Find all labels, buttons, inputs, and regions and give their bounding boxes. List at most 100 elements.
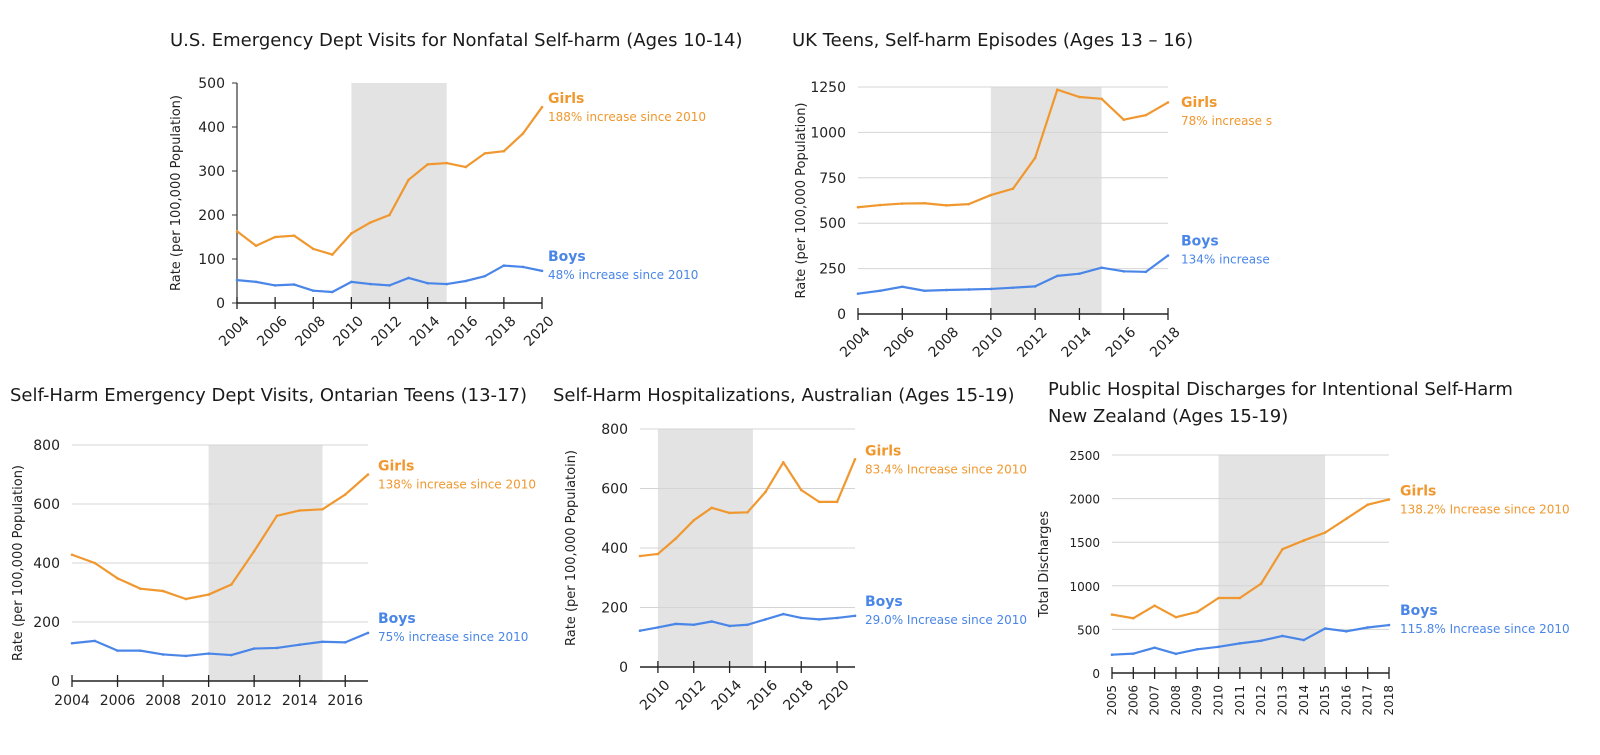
x-tick-label: 2014 xyxy=(1297,685,1311,716)
data-point-girls xyxy=(502,149,506,153)
data-point-boys xyxy=(1281,634,1284,638)
data-point-boys xyxy=(184,654,188,658)
data-point-girls xyxy=(366,473,370,476)
nz-line-chart: 0 500 1000 1500 2000 2500 2005 2006 2007 2008 2009… xyxy=(1037,449,1570,716)
data-point-boys xyxy=(856,292,860,295)
y-tick-label: 1000 xyxy=(1069,580,1100,594)
data-point-girls xyxy=(1110,613,1114,616)
data-point-boys xyxy=(1238,642,1242,645)
data-point-girls xyxy=(817,500,821,504)
data-point-girls xyxy=(692,519,696,522)
x-tick-label: 2006 xyxy=(881,324,918,361)
y-tick-label: 500 xyxy=(198,76,225,92)
chart-title: U.S. Emergency Dept Visits for Nonfatal … xyxy=(170,30,743,51)
series-name-girls: Girls xyxy=(548,91,584,107)
data-point-boys xyxy=(1033,285,1037,288)
y-tick-label: 0 xyxy=(216,296,225,312)
y-tick-label: 0 xyxy=(1092,667,1100,681)
series-annotation-boys: 29.0% Increase since 2010 xyxy=(865,613,1027,627)
x-tick-label: 2005 xyxy=(1105,685,1119,716)
us-chart-panel: U.S. Emergency Dept Visits for Nonfatal … xyxy=(0,0,800,370)
y-axis-label: Rate (per 100,000 Population) xyxy=(169,95,184,291)
series-annotation-boys: 48% increase since 2010 xyxy=(548,268,698,282)
series-annotation-girls: 138% increase since 2010 xyxy=(378,478,536,492)
data-point-boys xyxy=(1100,266,1103,269)
data-point-boys xyxy=(275,646,279,650)
data-point-girls xyxy=(298,509,301,512)
data-point-girls xyxy=(1366,503,1369,507)
uk-chart-panel: UK Teens, Self-harm Episodes (Ages 13 – … xyxy=(785,0,1600,370)
x-tick-label: 2004 xyxy=(216,313,253,350)
x-tick-label: 2011 xyxy=(1233,685,1247,716)
y-tick-label: 250 xyxy=(819,262,846,278)
x-tick-label: 2006 xyxy=(254,313,291,350)
x-tick-label: 2016 xyxy=(1339,685,1353,716)
data-point-girls xyxy=(184,597,188,601)
data-point-girls xyxy=(93,561,97,565)
x-tick-label: 2015 xyxy=(1318,685,1332,716)
data-point-girls xyxy=(464,165,468,169)
series-name-boys: Boys xyxy=(548,249,586,265)
data-point-boys xyxy=(799,616,803,620)
data-point-boys xyxy=(1153,646,1156,650)
y-tick-label: 200 xyxy=(33,615,60,631)
data-point-girls xyxy=(275,514,279,518)
y-tick-label: 2000 xyxy=(1069,493,1100,507)
data-point-girls xyxy=(161,589,165,593)
x-tick-label: 2014 xyxy=(407,313,444,350)
chart-title: UK Teens, Self-harm Episodes (Ages 13 – … xyxy=(792,30,1194,51)
data-point-girls xyxy=(445,161,448,165)
chart-title: Self-Harm Hospitalizations, Australian (… xyxy=(553,385,1015,406)
data-point-girls xyxy=(1100,97,1103,101)
data-point-girls xyxy=(1195,610,1199,614)
data-point-girls xyxy=(782,461,785,464)
x-tick-label: 2016 xyxy=(1103,324,1140,361)
highlight-band xyxy=(1218,455,1326,673)
data-point-girls xyxy=(70,553,74,557)
data-point-girls xyxy=(638,554,642,558)
data-point-girls xyxy=(674,537,678,540)
x-tick-label: 2018 xyxy=(1382,685,1396,716)
data-point-girls xyxy=(835,500,839,504)
x-tick-label: 2010 xyxy=(637,677,674,714)
series-line-boys xyxy=(1111,623,1390,656)
data-point-boys xyxy=(502,264,506,267)
x-tick-label: 2006 xyxy=(100,693,136,709)
data-point-boys xyxy=(521,265,525,269)
x-tick-label: 2008 xyxy=(292,313,329,350)
data-point-girls xyxy=(540,105,544,109)
series-name-girls: Girls xyxy=(1400,483,1436,499)
data-point-boys xyxy=(656,626,660,629)
data-point-boys xyxy=(235,278,239,282)
data-point-girls xyxy=(252,549,256,553)
data-point-boys xyxy=(1366,626,1369,629)
data-point-girls xyxy=(331,253,334,256)
data-point-boys xyxy=(407,276,410,280)
data-point-girls xyxy=(1153,604,1156,607)
data-point-girls xyxy=(483,152,487,155)
data-point-boys xyxy=(923,289,926,293)
data-point-boys xyxy=(540,269,544,273)
y-tick-label: 400 xyxy=(601,541,628,557)
data-point-girls xyxy=(1238,596,1242,600)
data-point-girls xyxy=(116,577,119,580)
data-point-girls xyxy=(1259,582,1263,585)
data-point-boys xyxy=(835,616,839,620)
data-point-girls xyxy=(923,201,926,205)
x-tick-label: 2018 xyxy=(780,677,817,714)
y-axis-label: Rate (per 100,000 Population) xyxy=(794,102,809,298)
y-tick-label: 800 xyxy=(601,422,628,438)
x-tick-label: 2008 xyxy=(926,324,963,361)
x-tick-label: 2010 xyxy=(1212,685,1226,716)
data-point-girls xyxy=(1033,156,1037,160)
y-tick-label: 100 xyxy=(198,252,225,268)
data-point-boys xyxy=(1122,270,1126,273)
ontario-chart-panel: Self-Harm Emergency Dept Visits, Ontaria… xyxy=(0,375,545,755)
y-tick-label: 2500 xyxy=(1069,449,1100,463)
data-point-boys xyxy=(989,287,993,291)
data-point-boys xyxy=(1144,270,1148,274)
y-tick-label: 750 xyxy=(819,171,846,187)
data-point-girls xyxy=(407,178,410,182)
data-point-girls xyxy=(900,202,904,205)
data-point-girls xyxy=(967,202,971,206)
